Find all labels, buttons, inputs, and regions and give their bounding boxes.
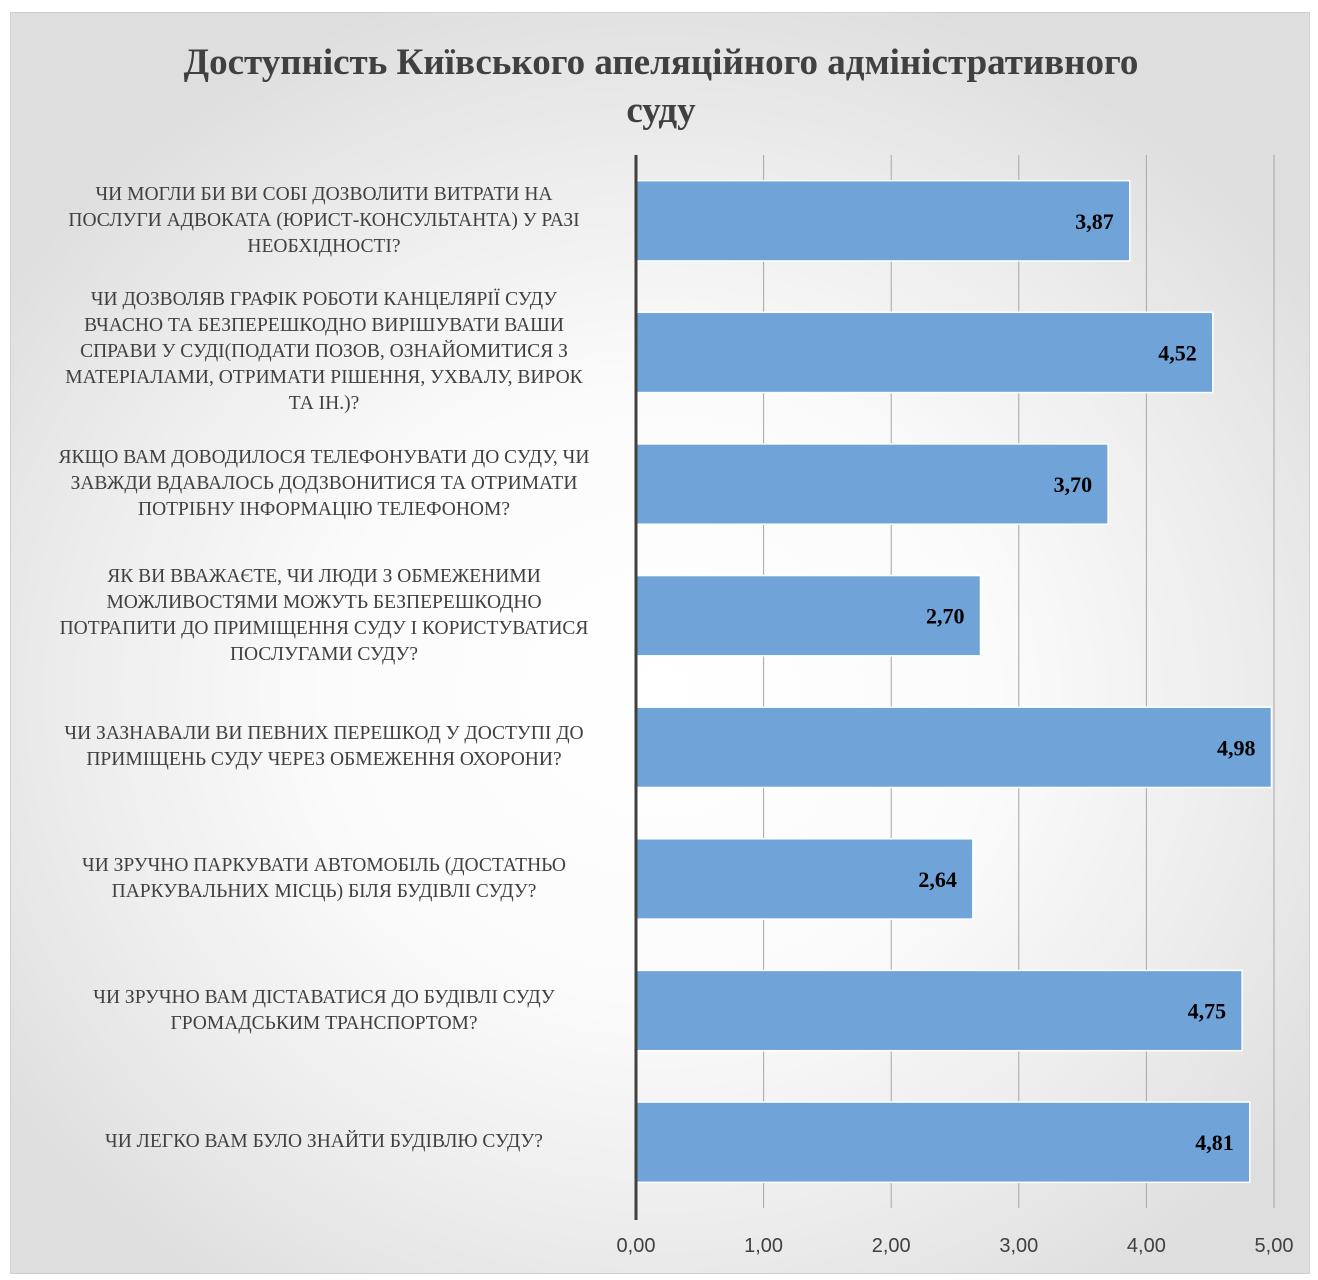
category-label: ЯКЩО ВАМ ДОВОДИЛОСЯ ТЕЛЕФОНУВАТИ ДО СУДУ… — [58, 447, 590, 521]
data-label: 2,70 — [926, 604, 965, 629]
bar — [635, 443, 1109, 525]
x-tick-label: 4,00 — [1127, 1235, 1166, 1257]
x-tick-label: 2,00 — [872, 1235, 911, 1257]
category-label: ЧИ МОГЛИ БИ ВИ СОБІ ДОЗВОЛИТИ ВИТРАТИ НА… — [68, 183, 580, 257]
x-tick-label: 5,00 — [1255, 1235, 1294, 1257]
data-label: 3,70 — [1054, 472, 1093, 497]
bar — [635, 179, 1131, 262]
data-label: 4,81 — [1195, 1130, 1234, 1155]
bar — [635, 1101, 1251, 1184]
category-label: ЧИ ЗАЗНАВАЛИ ВИ ПЕВНИХ ПЕРЕШКОД У ДОСТУП… — [64, 723, 584, 771]
x-tick-label: 1,00 — [744, 1235, 783, 1257]
chart-title: Доступність Київського апеляційного адмі… — [183, 42, 1139, 131]
data-label: 3,87 — [1075, 209, 1114, 234]
bar — [635, 574, 982, 657]
chart-plot: 0,00 1,00 2,00 3,00 4,00 5,00 3,87 4,52 3,70 2,70… — [617, 155, 1294, 1257]
bar — [635, 838, 974, 920]
category-label: ЧИ ЗРУЧНО ВАМ ДІСТАВАТИСЯ ДО БУДІВЛІ СУД… — [93, 986, 555, 1034]
x-tick-label: 3,00 — [999, 1235, 1038, 1257]
chart-frame: Доступність Київського апеляційного адмі… — [10, 12, 1310, 1274]
data-label: 4,98 — [1217, 735, 1256, 760]
data-label: 4,75 — [1188, 999, 1227, 1024]
category-label: ЧИ ДОЗВОЛЯВ ГРАФІК РОБОТИ КАНЦЕЛЯРІЇ СУД… — [65, 289, 583, 415]
category-label: ЯК ВИ ВВАЖАЄТЕ, ЧИ ЛЮДИ З ОБМЕЖЕНИМИ МОЖЛ… — [59, 565, 589, 665]
data-label: 2,64 — [918, 867, 957, 892]
bar — [635, 311, 1214, 394]
category-label: ЧИ ЛЕГКО ВАМ БУЛО ЗНАЙТИ БУДІВЛЮ СУДУ? — [105, 1131, 543, 1153]
category-label: ЧИ ЗРУЧНО ПАРКУВАТИ АВТОМОБІЛЬ (ДОСТАТНЬ… — [82, 854, 566, 902]
bar — [635, 706, 1273, 789]
bar — [635, 969, 1243, 1052]
data-label: 4,52 — [1158, 340, 1197, 365]
x-tick-label: 0,00 — [617, 1235, 656, 1257]
